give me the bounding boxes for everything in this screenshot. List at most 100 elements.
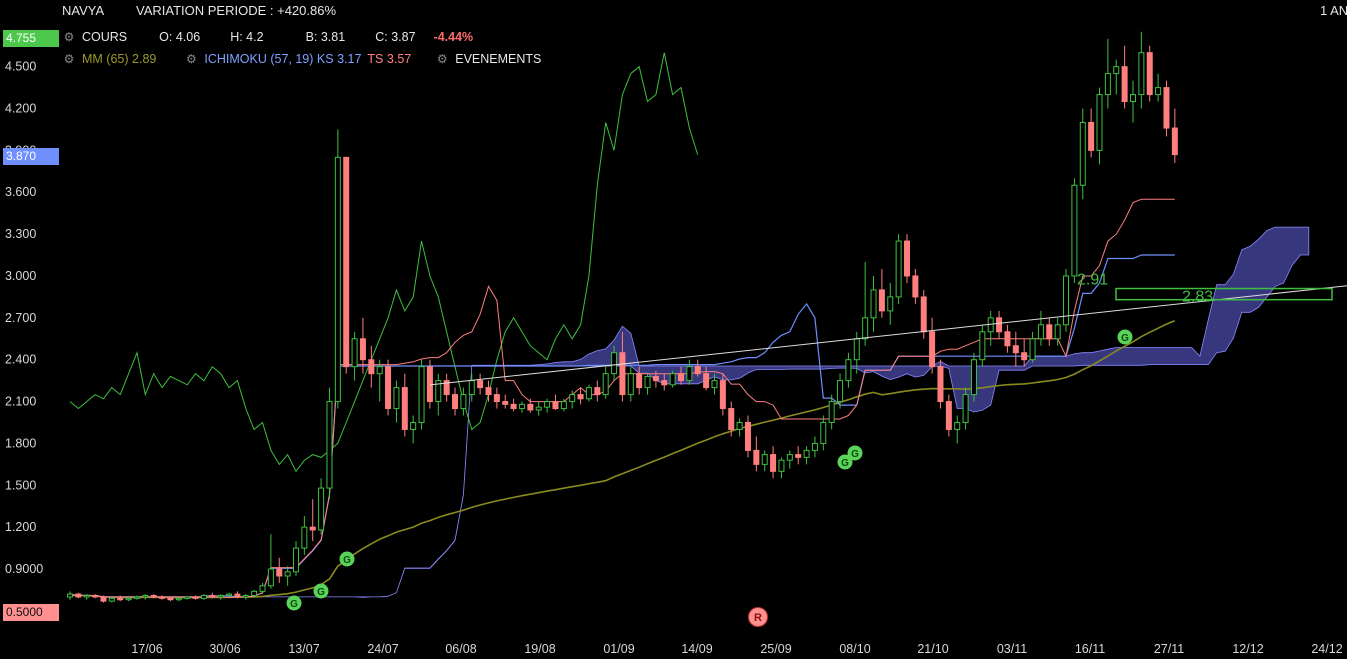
candle-body [770,454,777,472]
event-marker-label: G [317,587,325,598]
candle-body [811,442,818,451]
gear-icon[interactable]: ⚙ [63,30,75,44]
candle-body [1155,87,1162,96]
candle-body [1088,121,1095,151]
period-selector[interactable]: 1 AN [1320,3,1347,18]
candle-body [1113,66,1120,75]
support-box [1115,287,1333,301]
gear-icon[interactable]: ⚙ [185,52,197,66]
gear-icon[interactable]: ⚙ [436,52,448,66]
candle-body [192,596,199,599]
candle-body [217,595,224,598]
high-value: 4.2 [246,30,264,44]
y-tick-label: 3.600 [5,185,36,199]
candle-body [1004,331,1011,347]
candle-body [527,403,534,411]
candle-body [133,596,140,599]
x-tick-label: 01/09 [603,642,634,656]
candle-body [862,317,869,340]
candle-body [761,454,768,465]
symbol-label: NAVYA [62,3,105,18]
candle-body [845,359,852,382]
y-tick-label: 1.200 [5,520,36,534]
candle-body [962,394,969,423]
ichimoku-cloud [203,226,1310,598]
candle-body [736,421,743,430]
candle-body [351,338,358,368]
x-tick-label: 19/08 [524,642,555,656]
candle-body [585,387,592,400]
y-tick-label: 1.500 [5,478,36,492]
candle-body [912,275,919,298]
candle-body [443,380,450,396]
candle-body [887,296,894,312]
ts-label: TS [367,52,384,66]
candle-body [493,394,500,403]
candle-body [510,403,517,410]
candle-body [560,401,567,410]
candle-body [468,380,475,396]
candle-body [703,373,710,389]
candle-body [259,585,266,592]
events-label[interactable]: EVENEMENTS [455,52,542,66]
candle-body [292,547,299,573]
candle-body [828,401,835,423]
x-tick-label: 27/11 [1154,642,1184,656]
event-marker-g [313,583,329,599]
candle-body [1079,121,1086,186]
candle-body [393,387,400,410]
candle-body [359,338,366,361]
candle-body [385,366,392,410]
x-tick-label: 25/09 [760,642,791,656]
x-tick-label: 03/11 [997,642,1027,656]
y-tick-label: 4.200 [5,102,36,116]
y-tick-label: 0.9000 [5,562,43,576]
candle-body [619,352,626,396]
x-tick-label: 13/07 [288,642,319,656]
x-tick-label: 17/06 [131,642,162,656]
y-tick-label: 2.100 [5,395,36,409]
low-label: B: [305,30,318,44]
candle-body [895,240,902,298]
candle-body [1163,87,1170,129]
y-tick-label: 3.300 [5,227,36,241]
mm-label: MM (65) [82,52,129,66]
candle-body [83,595,90,598]
candle-body [954,421,961,430]
kijun-line [70,254,1175,598]
candle-body [460,394,467,410]
gear-icon[interactable]: ⚙ [63,52,75,66]
candle-body [1029,338,1036,361]
candle-body [242,595,249,598]
candle-body [376,366,383,375]
candle-body [1046,324,1053,340]
candle-body [1012,345,1019,354]
candle-body [1054,324,1061,340]
candle-body [1071,184,1078,277]
candle-body [552,401,559,410]
box-level-left: 2.91 [1077,272,1108,289]
x-tick-label: 06/08 [445,642,476,656]
candle-body [92,595,99,598]
candle-body [996,317,1003,333]
candle-body [929,331,936,368]
candle-body [904,240,910,277]
candle-body [878,289,885,312]
candle-body [167,597,174,601]
candle-body [1146,52,1153,96]
candle-body [937,366,944,403]
x-tick-label: 24/12 [1311,642,1342,656]
candle-body [594,387,601,396]
candle-body [820,421,827,444]
candle-body [452,394,459,410]
candle-body [1121,66,1128,103]
event-marker-r [748,607,768,627]
x-tick-label: 21/10 [917,642,948,656]
candle-body [870,289,877,319]
x-tick-label: 12/12 [1232,642,1263,656]
candle-body [318,487,325,531]
box-level-right: 2.83 [1182,289,1213,306]
candle-body [125,597,132,601]
event-marker-g [837,454,853,470]
